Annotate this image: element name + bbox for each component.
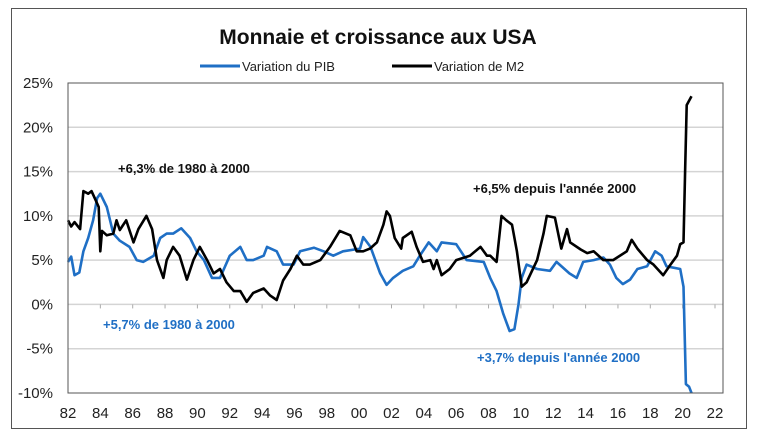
x-tick-label: 00 [351,405,368,422]
chart-frame [11,8,747,429]
annotation-pib-since-2000: +3,7% depuis l'année 2000 [477,350,640,365]
y-tick-label: -5% [26,341,53,358]
legend-label-pib: Variation du PIB [242,59,335,74]
y-tick-label: 10% [23,208,53,225]
series-line-m2 [66,95,693,304]
annotation-pib-1980-2000: +5,7% de 1980 à 2000 [103,317,235,332]
x-tick-label: 04 [416,405,433,422]
y-tick-label: 0% [31,296,53,313]
chart-title: Monnaie et croissance aux USA [219,26,536,49]
legend-label-m2: Variation de M2 [434,59,524,74]
x-tick-label: 86 [124,405,141,422]
x-tick-label: 18 [642,405,659,422]
series-lines [66,95,693,394]
x-tick-label: 96 [286,405,303,422]
x-tick-label: 06 [448,405,465,422]
x-tick-label: 98 [318,405,335,422]
x-tick-label: 84 [92,405,109,422]
x-tick-label: 88 [157,405,174,422]
gridlines [68,126,723,350]
legend: Variation du PIB Variation de M2 [200,59,524,74]
x-tick-label: 94 [254,405,271,422]
annotation-m2-1980-2000: +6,3% de 1980 à 2000 [118,161,250,176]
y-tick-label: -10% [18,385,53,402]
x-tick-label: 12 [545,405,562,422]
x-tick-label: 82 [60,405,77,422]
y-tick-label: 20% [23,119,53,136]
x-tick-label: 16 [610,405,627,422]
y-tick-label: 5% [31,252,53,269]
y-tick-label: 25% [23,75,53,92]
plot-border [67,82,724,394]
y-tick-label: 15% [23,164,53,181]
series-line-pib [66,192,693,394]
x-tick-label: 14 [577,405,594,422]
x-axis: 82 84 86 88 90 92 94 96 98 00 02 04 06 08 10 12 14 16 18 20… [60,304,724,422]
x-tick-label: 10 [513,405,530,422]
x-tick-label: 22 [707,405,724,422]
x-tick-label: 20 [674,405,691,422]
y-axis: 25% 20% 15% 10% 5% 0% -5% -10% [18,75,53,402]
x-tick-label: 90 [189,405,206,422]
x-tick-label: 02 [383,405,400,422]
annotation-m2-since-2000: +6,5% depuis l'année 2000 [473,181,636,196]
x-tick-label: 92 [221,405,238,422]
x-tick-label: 08 [480,405,497,422]
